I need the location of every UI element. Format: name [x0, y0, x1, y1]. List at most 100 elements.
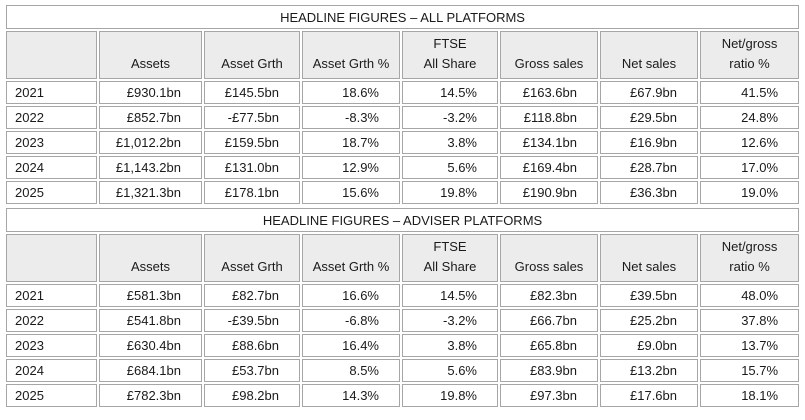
value-cell: 12.6% [700, 131, 800, 154]
value-cell: £82.3bn [500, 284, 598, 307]
value-cell: 19.0% [700, 181, 800, 204]
table-all-platforms: HEADLINE FIGURES – ALL PLATFORMS Assets A… [4, 3, 801, 206]
column-header: Net sales [600, 234, 698, 282]
value-cell: £28.7bn [600, 156, 698, 179]
value-cell: 19.8% [402, 384, 498, 407]
table-row: 2021 £930.1bn £145.5bn 18.6% 14.5% £163.6bn £6… [6, 81, 800, 104]
value-cell: £930.1bn [99, 81, 202, 104]
year-cell: 2023 [6, 131, 97, 154]
header-row: Assets Asset Grth Asset Grth % FTSE All Sha… [6, 234, 800, 282]
value-cell: £25.2bn [600, 309, 698, 332]
value-cell: 18.1% [700, 384, 800, 407]
value-cell: £541.8bn [99, 309, 202, 332]
column-header: Asset Grth % [302, 234, 400, 282]
value-cell: 48.0% [700, 284, 800, 307]
column-header: Assets [99, 234, 202, 282]
value-cell: -8.3% [302, 106, 400, 129]
value-cell: 24.8% [700, 106, 800, 129]
value-cell: £9.0bn [600, 334, 698, 357]
value-cell: £17.6bn [600, 384, 698, 407]
section-title-row: HEADLINE FIGURES – ALL PLATFORMS [6, 5, 800, 29]
column-header [6, 234, 97, 282]
value-cell: £134.1bn [500, 131, 598, 154]
value-cell: £782.3bn [99, 384, 202, 407]
section-title-row: HEADLINE FIGURES – ADVISER PLATFORMS [6, 208, 800, 232]
table-row: 2022 £541.8bn -£39.5bn -6.8% -3.2% £66.7bn £25… [6, 309, 800, 332]
value-cell: £82.7bn [204, 284, 300, 307]
value-cell: 3.8% [402, 334, 498, 357]
value-cell: £852.7bn [99, 106, 202, 129]
value-cell: £65.8bn [500, 334, 598, 357]
year-cell: 2022 [6, 106, 97, 129]
value-cell: £145.5bn [204, 81, 300, 104]
value-cell: £16.9bn [600, 131, 698, 154]
value-cell: £178.1bn [204, 181, 300, 204]
value-cell: £131.0bn [204, 156, 300, 179]
value-cell: £684.1bn [99, 359, 202, 382]
value-cell: -3.2% [402, 309, 498, 332]
value-cell: £190.9bn [500, 181, 598, 204]
value-cell: 8.5% [302, 359, 400, 382]
table-row: 2021 £581.3bn £82.7bn 16.6% 14.5% £82.3bn £39.… [6, 284, 800, 307]
value-cell: £581.3bn [99, 284, 202, 307]
table-row: 2023 £630.4bn £88.6bn 16.4% 3.8% £65.8bn £9.0b… [6, 334, 800, 357]
column-header: Asset Grth % [302, 31, 400, 79]
section-title: HEADLINE FIGURES – ALL PLATFORMS [6, 5, 800, 29]
value-cell: £1,143.2bn [99, 156, 202, 179]
value-cell: £630.4bn [99, 334, 202, 357]
value-cell: £1,012.2bn [99, 131, 202, 154]
value-cell: 15.7% [700, 359, 800, 382]
value-cell: 3.8% [402, 131, 498, 154]
year-cell: 2025 [6, 384, 97, 407]
table-row: 2022 £852.7bn -£77.5bn -8.3% -3.2% £118.8bn £2… [6, 106, 800, 129]
table-row: 2023 £1,012.2bn £159.5bn 18.7% 3.8% £134.1bn £… [6, 131, 800, 154]
value-cell: 17.0% [700, 156, 800, 179]
value-cell: £13.2bn [600, 359, 698, 382]
column-header: Assets [99, 31, 202, 79]
value-cell: 13.7% [700, 334, 800, 357]
value-cell: 18.6% [302, 81, 400, 104]
value-cell: £169.4bn [500, 156, 598, 179]
value-cell: £159.5bn [204, 131, 300, 154]
value-cell: £163.6bn [500, 81, 598, 104]
value-cell: £83.9bn [500, 359, 598, 382]
value-cell: £97.3bn [500, 384, 598, 407]
value-cell: £88.6bn [204, 334, 300, 357]
header-row: Assets Asset Grth Asset Grth % FTSE All Sha… [6, 31, 800, 79]
value-cell: -£77.5bn [204, 106, 300, 129]
value-cell: -£39.5bn [204, 309, 300, 332]
year-cell: 2024 [6, 359, 97, 382]
value-cell: 14.5% [402, 284, 498, 307]
section-title: HEADLINE FIGURES – ADVISER PLATFORMS [6, 208, 800, 232]
column-header: Gross sales [500, 31, 598, 79]
column-header [6, 31, 97, 79]
column-header: Net/gross ratio % [700, 31, 800, 79]
column-header: Net sales [600, 31, 698, 79]
value-cell: 14.5% [402, 81, 498, 104]
table-row: 2025 £782.3bn £98.2bn 14.3% 19.8% £97.3bn £17.… [6, 384, 800, 407]
column-header: Gross sales [500, 234, 598, 282]
year-cell: 2024 [6, 156, 97, 179]
value-cell: £53.7bn [204, 359, 300, 382]
column-header: FTSE All Share [402, 234, 498, 282]
value-cell: 16.4% [302, 334, 400, 357]
value-cell: 15.6% [302, 181, 400, 204]
value-cell: £36.3bn [600, 181, 698, 204]
value-cell: £66.7bn [500, 309, 598, 332]
column-header: Asset Grth [204, 31, 300, 79]
value-cell: -3.2% [402, 106, 498, 129]
year-cell: 2023 [6, 334, 97, 357]
value-cell: 41.5% [700, 81, 800, 104]
value-cell: £118.8bn [500, 106, 598, 129]
value-cell: £1,321.3bn [99, 181, 202, 204]
year-cell: 2022 [6, 309, 97, 332]
value-cell: 12.9% [302, 156, 400, 179]
value-cell: £39.5bn [600, 284, 698, 307]
value-cell: £67.9bn [600, 81, 698, 104]
table-row: 2024 £684.1bn £53.7bn 8.5% 5.6% £83.9bn £13.2b… [6, 359, 800, 382]
year-cell: 2021 [6, 81, 97, 104]
value-cell: 16.6% [302, 284, 400, 307]
table-row: 2024 £1,143.2bn £131.0bn 12.9% 5.6% £169.4bn £… [6, 156, 800, 179]
value-cell: 5.6% [402, 359, 498, 382]
